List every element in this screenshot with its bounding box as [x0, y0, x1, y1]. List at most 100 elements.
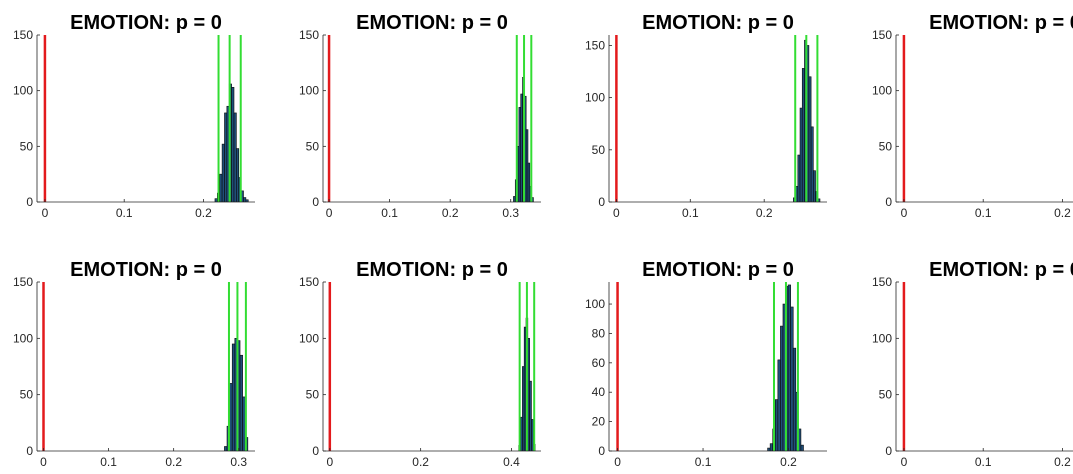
x-tick-label: 0.2: [780, 455, 797, 469]
y-tick-label: 100: [872, 84, 892, 98]
plot-area: [42, 282, 249, 451]
x-tick-label: 0.2: [756, 206, 773, 220]
histogram-panel-5: 0 0.1 0.2 0.3 0 50 100 150 EMOTION: p = 0: [13, 259, 255, 469]
histogram-bar: [219, 173, 223, 202]
histogram-panel-4: 0 0.1 0.2 0 50 100 150 EMOTION: p = 0: [872, 12, 1073, 220]
histogram-bar: [224, 112, 228, 202]
y-tick-label: 50: [20, 388, 34, 402]
x-tick-label: 0: [326, 206, 333, 220]
x-tick-label: 0.2: [195, 206, 212, 220]
y-tick-label: 100: [13, 84, 33, 98]
y-tick-label: 100: [299, 84, 319, 98]
histogram-bar: [527, 162, 531, 202]
x-tick-label: 0: [901, 455, 908, 469]
histogram-bar: [800, 444, 804, 451]
y-tick-label: 50: [879, 139, 893, 153]
x-tick-label: 0.1: [381, 206, 398, 220]
histogram-bar: [229, 383, 233, 451]
histogram-bar: [808, 76, 812, 202]
x-tick-label: 0.2: [412, 455, 429, 469]
y-tick-label: 50: [306, 388, 320, 402]
histogram-bar: [777, 359, 781, 451]
plot-area: [328, 282, 536, 451]
y-tick-label: 50: [20, 139, 34, 153]
histogram-bar: [243, 197, 247, 202]
x-tick-label: 0.1: [682, 206, 699, 220]
panel-title: EMOTION: p = 0: [929, 259, 1073, 281]
x-tick-label: 0.1: [975, 206, 992, 220]
y-tick-label: 150: [299, 275, 319, 289]
y-tick-label: 150: [13, 28, 33, 42]
y-tick-label: 100: [585, 91, 605, 105]
x-tick-label: 0.3: [502, 206, 519, 220]
x-tick-label: 0.1: [116, 206, 133, 220]
panel-title: EMOTION: p = 0: [642, 12, 794, 34]
y-tick-label: 20: [592, 415, 606, 429]
y-tick-label: 80: [592, 326, 606, 340]
y-tick-label: 100: [13, 331, 33, 345]
plot-area: [902, 282, 906, 451]
y-tick-label: 150: [872, 28, 892, 42]
plot-area: [43, 35, 249, 202]
y-tick-label: 0: [598, 444, 605, 458]
histogram-bar: [810, 126, 814, 202]
y-tick-label: 100: [585, 297, 605, 311]
histogram-panel-1: 0 0.1 0.2 0 50 100 150 EMOTION: p = 0: [13, 12, 255, 220]
x-tick-label: 0.4: [503, 455, 520, 469]
histogram-panel-7: 0 0.1 0.2 0 20 40 60 80 100 EMOTION: p = 0: [585, 259, 827, 469]
panel-title: EMOTION: p = 0: [70, 259, 222, 281]
y-tick-label: 50: [879, 388, 893, 402]
y-tick-label: 150: [585, 38, 605, 52]
y-tick-label: 150: [872, 275, 892, 289]
y-tick-label: 0: [26, 444, 33, 458]
y-tick-label: 50: [306, 139, 320, 153]
y-tick-label: 0: [312, 195, 319, 209]
x-tick-label: 0: [613, 206, 620, 220]
plot-area: [327, 35, 534, 202]
plot-area: [616, 282, 804, 451]
x-tick-label: 0.2: [442, 206, 459, 220]
y-tick-label: 60: [592, 356, 606, 370]
plot-area: [615, 35, 821, 202]
histogram-panel-8: 0 0.1 0.2 0 50 100 150 EMOTION: p = 0: [872, 259, 1073, 469]
y-tick-label: 150: [13, 275, 33, 289]
histogram-bar: [767, 447, 771, 451]
y-tick-label: 0: [885, 444, 892, 458]
x-tick-label: 0.1: [695, 455, 712, 469]
histogram-bar: [774, 399, 779, 451]
histogram-bar: [224, 446, 228, 451]
histogram-bar: [231, 87, 235, 202]
y-tick-label: 100: [299, 331, 319, 345]
y-tick-label: 0: [885, 195, 892, 209]
histogram-bar: [780, 325, 784, 451]
histogram-panel-6: 0 0.2 0.4 0 50 100 150 EMOTION: p = 0: [299, 259, 541, 469]
x-tick-label: 0.1: [975, 455, 992, 469]
x-tick-label: 0: [901, 206, 908, 220]
panel-title: EMOTION: p = 0: [356, 259, 508, 281]
x-tick-label: 0.3: [230, 455, 247, 469]
histogram-bar: [231, 343, 236, 451]
x-tick-label: 0: [42, 206, 49, 220]
histogram-bar: [801, 68, 805, 202]
panel-title: EMOTION: p = 0: [356, 12, 508, 34]
histogram-bar: [214, 198, 218, 202]
histogram-bar: [239, 354, 243, 451]
histogram-bar: [797, 154, 801, 202]
x-tick-label: 0: [614, 455, 621, 469]
histogram-panel-2: 0 0.1 0.2 0.3 0 50 100 150 EMOTION: p = 0: [299, 12, 541, 220]
panel-title: EMOTION: p = 0: [642, 259, 794, 281]
y-tick-label: 0: [312, 444, 319, 458]
histogram-bar: [799, 107, 803, 202]
histogram-bar: [792, 347, 797, 451]
y-tick-label: 40: [592, 385, 606, 399]
y-tick-label: 150: [299, 28, 319, 42]
histogram-panel-3: 0 0.1 0.2 0 50 100 150 EMOTION: p = 0: [585, 12, 827, 220]
x-tick-label: 0.2: [1054, 206, 1071, 220]
histogram-bar: [769, 443, 774, 451]
y-tick-label: 50: [592, 143, 606, 157]
histogram-bar: [787, 284, 791, 451]
histogram-bar: [813, 170, 816, 202]
panel-title: EMOTION: p = 0: [70, 12, 222, 34]
histogram-bar: [529, 380, 532, 451]
